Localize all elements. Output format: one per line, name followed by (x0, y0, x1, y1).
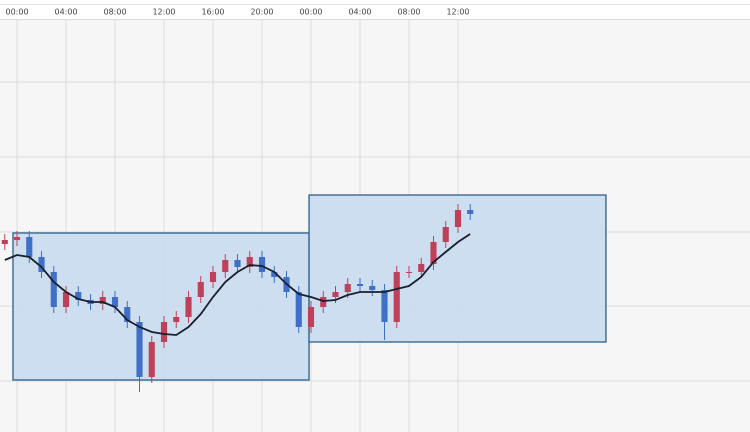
candle-body (295, 292, 302, 327)
candle-body (246, 257, 253, 267)
x-tick-label: 04:00 (54, 8, 77, 17)
candle-body (148, 342, 155, 377)
candle-body (344, 284, 351, 292)
candle-body (307, 307, 315, 327)
candle-body (38, 257, 45, 272)
x-tick-label: 16:00 (201, 8, 224, 17)
range-box (12, 232, 310, 381)
candle-body (50, 272, 57, 307)
candle-body (209, 272, 217, 282)
candle-body (356, 284, 364, 286)
candle-body (332, 292, 339, 297)
candle-body (442, 227, 449, 242)
candle-body (222, 260, 229, 272)
x-tick-label: 00:00 (5, 8, 28, 17)
candle-body (369, 286, 376, 290)
candle-body (197, 282, 204, 297)
candle-body (258, 257, 266, 272)
candle-body (454, 210, 462, 227)
moving-average (4, 233, 471, 336)
candle-body (320, 297, 327, 307)
candle-body (418, 264, 425, 272)
candle-body (467, 210, 474, 214)
candle-body (381, 290, 388, 322)
candle-body (136, 322, 143, 377)
x-tick-label: 12:00 (446, 8, 469, 17)
candle-body (75, 292, 82, 300)
candle-body (173, 317, 180, 322)
x-tick-label: 04:00 (348, 8, 371, 17)
candle-body (13, 237, 21, 240)
candle-body (271, 272, 278, 277)
candle-body (99, 297, 106, 304)
candle-body (62, 292, 70, 307)
candle-body (405, 272, 413, 273)
candle-body (1, 240, 8, 244)
x-tick-label: 00:00 (299, 8, 322, 17)
candle-body (393, 272, 400, 322)
candle-body (26, 237, 33, 257)
candle-body (430, 242, 437, 264)
candle-body (160, 322, 168, 342)
candle-body (111, 297, 119, 307)
x-tick-label: 08:00 (397, 8, 420, 17)
candle-body (234, 260, 241, 267)
candle-body (185, 297, 192, 317)
x-tick-label: 12:00 (152, 8, 175, 17)
x-tick-label: 08:00 (103, 8, 126, 17)
candle-body (124, 307, 131, 322)
x-tick-label: 20:00 (250, 8, 273, 17)
